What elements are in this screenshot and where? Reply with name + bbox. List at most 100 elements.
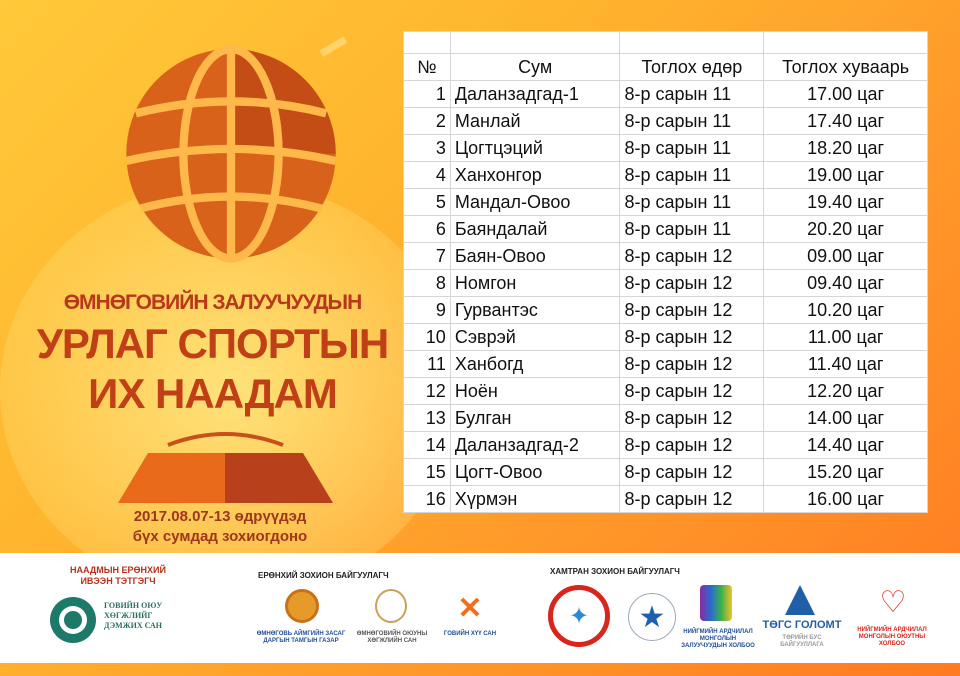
organizer-3: ГОВИЙН ХҮҮ САН bbox=[443, 631, 497, 637]
row-time: 10.20 цаг bbox=[763, 296, 928, 324]
row-number: 16 bbox=[403, 485, 451, 513]
row-date: 8-р сарын 12 bbox=[619, 296, 765, 324]
event-dates: 2017.08.07-13 өдрүүдэд bbox=[133, 508, 307, 525]
row-number: 9 bbox=[403, 296, 451, 324]
row-date: 8-р сарын 12 bbox=[619, 458, 765, 486]
row-time: 14.40 цаг bbox=[763, 431, 928, 459]
row-number: 14 bbox=[403, 431, 451, 459]
row-sum: Мандал-Овоо bbox=[449, 188, 621, 216]
row-sum: Цогт-Овоо bbox=[449, 458, 621, 486]
row-sum: Сэврэй bbox=[449, 323, 621, 351]
row-sum: Цогтцэций bbox=[449, 134, 621, 162]
row-time: 11.40 цаг bbox=[763, 350, 928, 378]
youth-union-logo bbox=[700, 585, 732, 621]
schedule-table: № Сум Тоглох өдөр Тоглох хуваарь 1 Даланз… bbox=[403, 31, 928, 513]
row-time: 09.00 цаг bbox=[763, 242, 928, 270]
row-sum: Гурвантэс bbox=[449, 296, 621, 324]
row-date: 8-р сарын 11 bbox=[619, 107, 765, 135]
govi-oyu-logo bbox=[45, 595, 100, 645]
table-row: 13 Булган 8-р сарын 12 14.00 цаг bbox=[403, 404, 928, 432]
row-number: 11 bbox=[403, 350, 451, 378]
row-number: 5 bbox=[403, 188, 451, 216]
title-line-1: ӨМНӨГОВИЙН ЗАЛУУЧУУДЫН bbox=[63, 291, 363, 314]
table-row: 15 Цогт-Овоо 8-р сарын 12 15.20 цаг bbox=[403, 458, 928, 486]
govi-khuu-logo: ✕ bbox=[457, 591, 483, 625]
table-row: 2 Манлай 8-р сарын 11 17.40 цаг bbox=[403, 107, 928, 135]
co-organizer-4-sub: ТӨРИЙН БУС БАЙГУУЛЛАГА bbox=[780, 635, 824, 648]
row-number: 4 bbox=[403, 161, 451, 189]
row-number: 1 bbox=[403, 80, 451, 108]
row-time: 19.00 цаг bbox=[763, 161, 928, 189]
row-date: 8-р сарын 12 bbox=[619, 350, 765, 378]
table-row: 1 Даланзадгад-1 8-р сарын 11 17.00 цаг bbox=[403, 80, 928, 108]
row-number: 10 bbox=[403, 323, 451, 351]
row-date: 8-р сарын 11 bbox=[619, 188, 765, 216]
row-time: 19.40 цаг bbox=[763, 188, 928, 216]
row-time: 14.00 цаг bbox=[763, 404, 928, 432]
row-date: 8-р сарын 12 bbox=[619, 269, 765, 297]
row-number: 12 bbox=[403, 377, 451, 405]
row-number: 7 bbox=[403, 242, 451, 270]
row-number: 2 bbox=[403, 107, 451, 135]
co-organizer-heading: ХАМТРАН ЗОХИОН БАЙГУУЛАГЧ bbox=[550, 567, 680, 576]
table-row: 14 Даланзадгад-2 8-р сарын 12 14.40 цаг bbox=[403, 431, 928, 459]
row-time: 17.00 цаг bbox=[763, 80, 928, 108]
sponsor-banner: НААДМЫН ЕРӨНХИЙ ИВЭЭН ТЭТГЭГЧ ГОВИЙН ОЮУ… bbox=[0, 553, 960, 663]
header-row: № Сум Тоглох өдөр Тоглох хуваарь bbox=[403, 53, 928, 81]
row-sum: Баян-Овоо bbox=[449, 242, 621, 270]
row-sum: Номгон bbox=[449, 269, 621, 297]
row-sum: Ханхонгор bbox=[449, 161, 621, 189]
co-organizer-star-logo: ★ bbox=[628, 593, 676, 641]
row-sum: Хүрмэн bbox=[449, 485, 621, 513]
row-number: 6 bbox=[403, 215, 451, 243]
general-sponsor-name: ГОВИЙН ОЮУ ХӨГЖЛИЙГ ДЭМЖИХ САН bbox=[104, 601, 163, 630]
table-row: 12 Ноён 8-р сарын 12 12.20 цаг bbox=[403, 377, 928, 405]
general-organizer-heading: ЕРӨНХИЙ ЗОХИОН БАЙГУУЛАГЧ bbox=[258, 571, 389, 580]
row-number: 8 bbox=[403, 269, 451, 297]
co-organizer-3: НИЙГМИЙН АРДЧИЛАЛ МОНГОЛЫН ЗАЛУУЧУУДЫН Х… bbox=[681, 629, 755, 649]
row-time: 20.20 цаг bbox=[763, 215, 928, 243]
blank-row bbox=[403, 31, 928, 54]
globe-icon bbox=[125, 36, 348, 263]
row-time: 12.20 цаг bbox=[763, 377, 928, 405]
row-time: 09.40 цаг bbox=[763, 269, 928, 297]
row-time: 11.00 цаг bbox=[763, 323, 928, 351]
header-date: Тоглох өдөр bbox=[619, 53, 765, 81]
row-time: 15.20 цаг bbox=[763, 458, 928, 486]
table-row: 11 Ханбогд 8-р сарын 12 11.40 цаг bbox=[403, 350, 928, 378]
table-row: 3 Цогтцэций 8-р сарын 11 18.20 цаг bbox=[403, 134, 928, 162]
tugs-golomt-logo bbox=[785, 585, 815, 615]
ger-icon bbox=[118, 432, 333, 503]
table-row: 16 Хүрмэн 8-р сарын 12 16.00 цаг bbox=[403, 485, 928, 513]
table-row: 9 Гурвантэс 8-р сарын 12 10.20 цаг bbox=[403, 296, 928, 324]
header-number: № bbox=[403, 53, 451, 81]
event-note: бүх сумдад зохиогдоно bbox=[132, 528, 308, 545]
row-date: 8-р сарын 12 bbox=[619, 242, 765, 270]
table-row: 8 Номгон 8-р сарын 12 09.40 цаг bbox=[403, 269, 928, 297]
row-sum: Ханбогд bbox=[449, 350, 621, 378]
title-line-3: ИХ НААДАМ bbox=[88, 370, 338, 417]
row-number: 15 bbox=[403, 458, 451, 486]
student-union-heart-logo: ♡ bbox=[879, 585, 907, 619]
table-row: 5 Мандал-Овоо 8-р сарын 11 19.40 цаг bbox=[403, 188, 928, 216]
title-line-2: УРЛАГ СПОРТЫН bbox=[36, 320, 390, 367]
row-time: 17.40 цаг bbox=[763, 107, 928, 135]
table-row: 10 Сэврэй 8-р сарын 12 11.00 цаг bbox=[403, 323, 928, 351]
header-time: Тоглох хуваарь bbox=[763, 53, 928, 81]
row-sum: Баяндалай bbox=[449, 215, 621, 243]
row-sum: Булган bbox=[449, 404, 621, 432]
row-sum: Манлай bbox=[449, 107, 621, 135]
row-date: 8-р сарын 12 bbox=[619, 431, 765, 459]
table-row: 7 Баян-Овоо 8-р сарын 12 09.00 цаг bbox=[403, 242, 928, 270]
row-date: 8-р сарын 12 bbox=[619, 323, 765, 351]
row-sum: Даланзадгад-2 bbox=[449, 431, 621, 459]
header-sum: Сум bbox=[449, 53, 621, 81]
general-sponsor-heading: НААДМЫН ЕРӨНХИЙ ИВЭЭН ТЭТГЭГЧ bbox=[70, 565, 166, 586]
omnogovi-emblem bbox=[285, 589, 319, 623]
co-organizer-compass-logo: ✦ bbox=[548, 585, 610, 647]
organizer-1: ӨМНӨГОВЬ АЙМГИЙН ЗАСАГ ДАРГЫН ТАМГЫН ГАЗ… bbox=[256, 631, 346, 644]
row-time: 18.20 цаг bbox=[763, 134, 928, 162]
row-date: 8-р сарын 12 bbox=[619, 485, 765, 513]
organizer-2: ӨМНӨГОВИЙН ОЮУНЫ ХӨГЖЛИЙН САН bbox=[356, 631, 428, 644]
row-time: 16.00 цаг bbox=[763, 485, 928, 513]
